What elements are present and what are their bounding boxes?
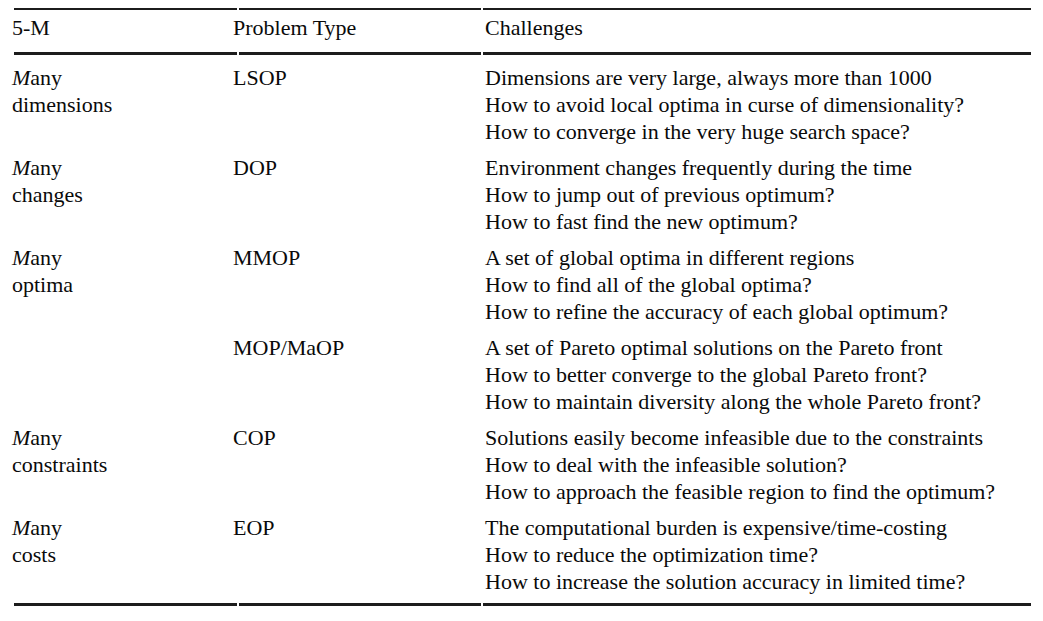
challenge-line: How to better converge to the global Par…: [485, 361, 1043, 388]
challenges-cell: Environment changes frequently during th…: [485, 154, 1043, 235]
challenges-cell: A set of Pareto optimal solutions on the…: [485, 334, 1043, 415]
problem-type-cell: DOP: [233, 154, 485, 235]
table-row: Many costs EOP The computational burden …: [0, 514, 1043, 595]
challenge-line: How to find all of the global optima?: [485, 271, 1043, 298]
term-line2: optima: [12, 271, 233, 298]
term-rest: any: [30, 515, 62, 540]
term-italic-letter: M: [12, 245, 30, 270]
table-row: Many changes DOP Environment changes fre…: [0, 154, 1043, 235]
challenges-cell: Solutions easily become infeasible due t…: [485, 424, 1043, 505]
table-header-rule: [14, 52, 1031, 55]
challenge-line: Solutions easily become infeasible due t…: [485, 424, 1043, 451]
term-line2: costs: [12, 541, 233, 568]
term-italic-letter: M: [12, 515, 30, 540]
term-line1: Many: [12, 424, 233, 451]
term-line1: Many: [12, 244, 233, 271]
challenge-line: The computational burden is expensive/ti…: [485, 514, 1043, 541]
paper-table-page: 5-M Problem Type Challenges Many dimensi…: [0, 0, 1043, 621]
term-italic-letter: M: [12, 155, 30, 180]
table-body: Many dimensions LSOP Dimensions are very…: [0, 64, 1043, 595]
term-cell: Many costs: [12, 514, 233, 595]
term-line1: Many: [12, 64, 233, 91]
problem-type-cell: EOP: [233, 514, 485, 595]
challenge-line: How to deal with the infeasible solution…: [485, 451, 1043, 478]
term-cell: Many dimensions: [12, 64, 233, 145]
table-row: Many dimensions LSOP Dimensions are very…: [0, 64, 1043, 145]
term-rest: any: [30, 425, 62, 450]
term-line2: dimensions: [12, 91, 233, 118]
term-line2: constraints: [12, 451, 233, 478]
challenge-line: How to approach the feasible region to f…: [485, 478, 1043, 505]
table-bottom-rule: [14, 603, 1031, 606]
challenge-line: A set of Pareto optimal solutions on the…: [485, 334, 1043, 361]
term-cell: Many changes: [12, 154, 233, 235]
column-header-5m: 5-M: [12, 14, 233, 41]
term-italic-letter: M: [12, 65, 30, 90]
challenges-cell: A set of global optima in different regi…: [485, 244, 1043, 325]
challenge-line: How to increase the solution accuracy in…: [485, 568, 1043, 595]
table-row: Many constraints COP Solutions easily be…: [0, 424, 1043, 505]
challenge-line: A set of global optima in different regi…: [485, 244, 1043, 271]
problem-type-cell: LSOP: [233, 64, 485, 145]
challenges-cell: Dimensions are very large, always more t…: [485, 64, 1043, 145]
term-line1: Many: [12, 514, 233, 541]
problem-type-cell: MOP/MaOP: [233, 334, 485, 415]
term-cell: [12, 334, 233, 415]
term-line1: Many: [12, 154, 233, 181]
term-rest: any: [30, 65, 62, 90]
challenge-line: How to reduce the optimization time?: [485, 541, 1043, 568]
challenge-line: How to refine the accuracy of each globa…: [485, 298, 1043, 325]
challenge-line: How to jump out of previous optimum?: [485, 181, 1043, 208]
challenge-line: How to fast find the new optimum?: [485, 208, 1043, 235]
term-cell: Many constraints: [12, 424, 233, 505]
problem-type-cell: COP: [233, 424, 485, 505]
column-header-problem-type: Problem Type: [233, 14, 485, 41]
table-row: MOP/MaOP A set of Pareto optimal solutio…: [0, 334, 1043, 415]
challenge-line: How to avoid local optima in curse of di…: [485, 91, 1043, 118]
term-line2: changes: [12, 181, 233, 208]
challenge-line: How to maintain diversity along the whol…: [485, 388, 1043, 415]
challenge-line: Environment changes frequently during th…: [485, 154, 1043, 181]
challenge-line: Dimensions are very large, always more t…: [485, 64, 1043, 91]
column-header-challenges: Challenges: [485, 14, 1043, 41]
term-rest: any: [30, 245, 62, 270]
term-rest: any: [30, 155, 62, 180]
term-cell: Many optima: [12, 244, 233, 325]
challenge-line: How to converge in the very huge search …: [485, 118, 1043, 145]
table-top-rule: [14, 8, 1031, 10]
problem-type-cell: MMOP: [233, 244, 485, 325]
term-italic-letter: M: [12, 425, 30, 450]
table-row: Many optima MMOP A set of global optima …: [0, 244, 1043, 325]
challenges-cell: The computational burden is expensive/ti…: [485, 514, 1043, 595]
table-header-row: 5-M Problem Type Challenges: [0, 14, 1043, 41]
